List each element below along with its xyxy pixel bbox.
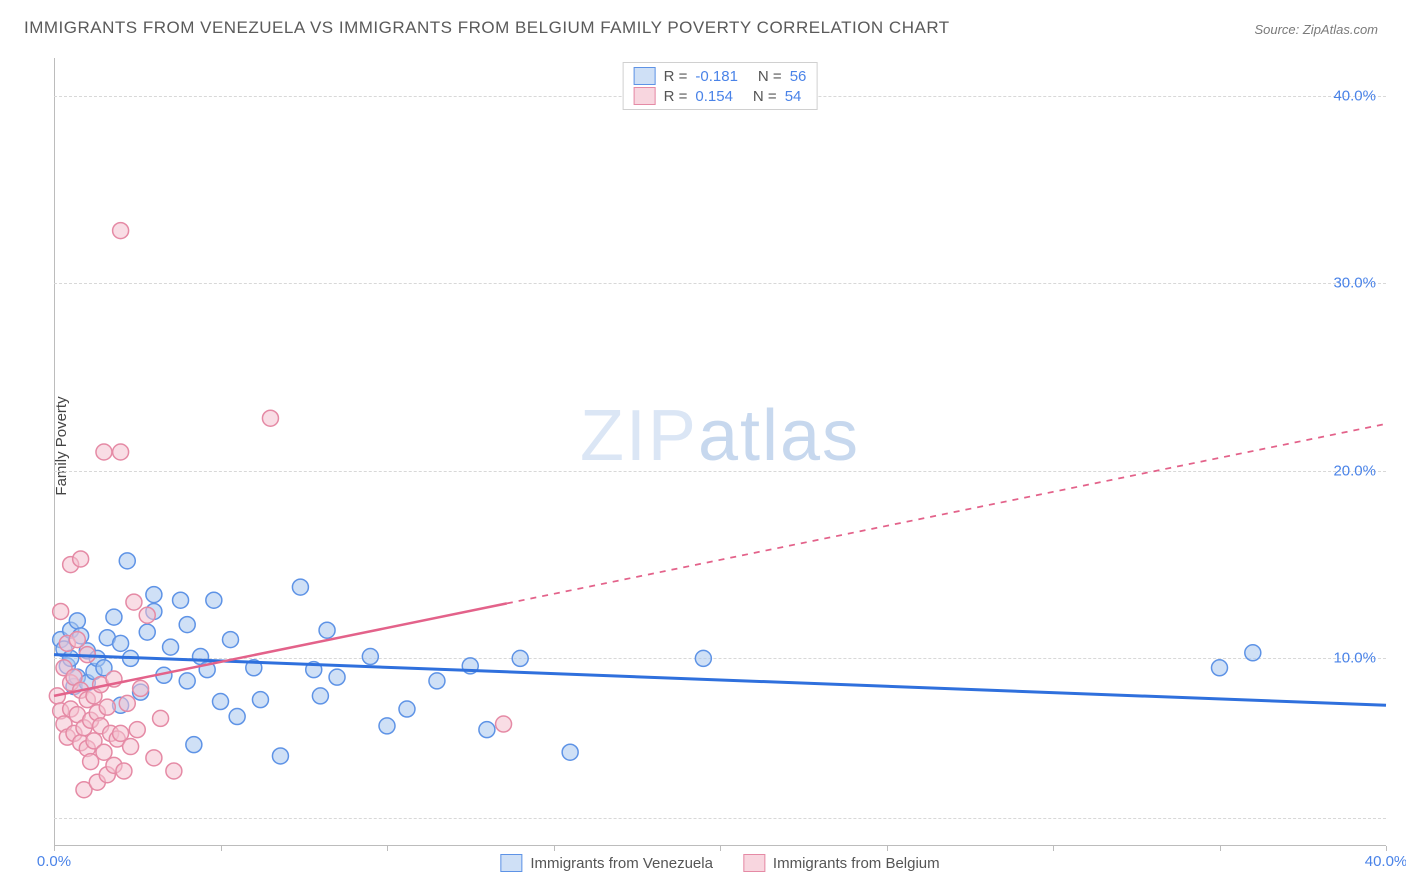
data-point — [106, 609, 122, 625]
data-point — [272, 748, 288, 764]
data-point — [119, 553, 135, 569]
data-point — [429, 673, 445, 689]
data-point — [1212, 660, 1228, 676]
series-legend-label: Immigrants from Venezuela — [530, 855, 713, 872]
data-point — [319, 622, 335, 638]
r-value: -0.181 — [695, 68, 738, 85]
data-point — [113, 635, 129, 651]
data-point — [229, 709, 245, 725]
data-point — [153, 710, 169, 726]
data-point — [399, 701, 415, 717]
source-attribution: Source: ZipAtlas.com — [1254, 22, 1378, 37]
data-point — [126, 594, 142, 610]
data-point — [69, 632, 85, 648]
series-legend-label: Immigrants from Belgium — [773, 855, 940, 872]
data-point — [312, 688, 328, 704]
data-point — [186, 737, 202, 753]
data-point — [166, 763, 182, 779]
data-point — [329, 669, 345, 685]
data-point — [146, 750, 162, 766]
n-value: 54 — [785, 88, 802, 105]
data-point — [562, 744, 578, 760]
data-point — [123, 739, 139, 755]
data-point — [163, 639, 179, 655]
x-tick-label: 40.0% — [1365, 853, 1406, 870]
trend-line-extrapolated — [507, 424, 1386, 604]
data-point — [206, 592, 222, 608]
data-point — [695, 650, 711, 666]
legend-swatch-blue — [634, 67, 656, 85]
series-legend: Immigrants from Venezuela Immigrants fro… — [500, 854, 939, 872]
legend-swatch-pink — [634, 87, 656, 105]
data-point — [113, 444, 129, 460]
data-point — [113, 223, 129, 239]
scatter-plot — [54, 58, 1386, 846]
chart-title: IMMIGRANTS FROM VENEZUELA VS IMMIGRANTS … — [24, 18, 950, 38]
data-point — [252, 692, 268, 708]
data-point — [179, 617, 195, 633]
data-point — [512, 650, 528, 666]
data-point — [139, 607, 155, 623]
data-point — [116, 763, 132, 779]
data-point — [496, 716, 512, 732]
series-legend-item: Immigrants from Belgium — [743, 854, 940, 872]
data-point — [292, 579, 308, 595]
chart-area: ZIPatlas 10.0%20.0%30.0%40.0% 0.0%40.0% … — [54, 58, 1386, 846]
legend-swatch-blue — [500, 854, 522, 872]
data-point — [73, 551, 89, 567]
data-point — [362, 649, 378, 665]
data-point — [379, 718, 395, 734]
n-label: N = — [758, 68, 782, 85]
data-point — [129, 722, 145, 738]
correlation-legend: R = -0.181 N = 56 R = 0.154 N = 54 — [623, 62, 818, 110]
r-label: R = — [664, 68, 688, 85]
correlation-legend-row: R = 0.154 N = 54 — [634, 87, 807, 105]
correlation-legend-row: R = -0.181 N = 56 — [634, 67, 807, 85]
data-point — [222, 632, 238, 648]
data-point — [262, 410, 278, 426]
data-point — [146, 587, 162, 603]
data-point — [213, 694, 229, 710]
n-label: N = — [753, 88, 777, 105]
r-label: R = — [664, 88, 688, 105]
data-point — [119, 695, 135, 711]
legend-swatch-pink — [743, 854, 765, 872]
data-point — [53, 603, 69, 619]
data-point — [69, 613, 85, 629]
data-point — [139, 624, 155, 640]
r-value: 0.154 — [695, 88, 733, 105]
n-value: 56 — [790, 68, 807, 85]
data-point — [479, 722, 495, 738]
data-point — [99, 699, 115, 715]
data-point — [173, 592, 189, 608]
data-point — [96, 444, 112, 460]
data-point — [1245, 645, 1261, 661]
series-legend-item: Immigrants from Venezuela — [500, 854, 713, 872]
data-point — [133, 680, 149, 696]
data-point — [179, 673, 195, 689]
x-tick-label: 0.0% — [37, 853, 71, 870]
